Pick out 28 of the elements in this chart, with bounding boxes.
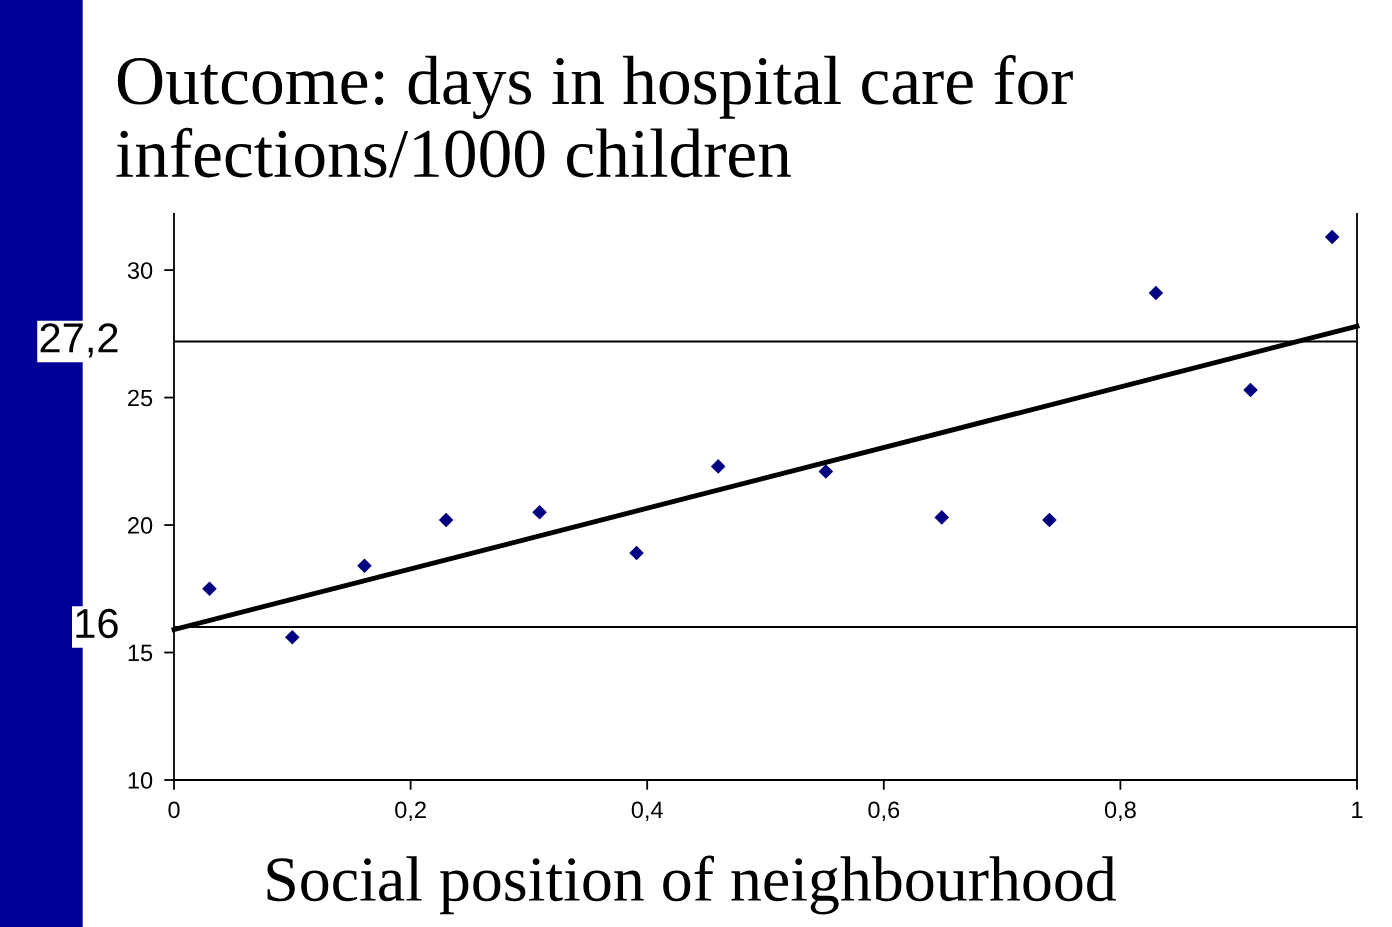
point (934, 510, 950, 525)
point (1042, 512, 1057, 528)
point (629, 545, 644, 561)
y-tick-label: 10 (128, 772, 153, 789)
x-axis-title: Social position of neighbourhood (267, 855, 1116, 915)
ref-line-label: 27,2 (40, 323, 118, 358)
point (1324, 229, 1340, 245)
y-tick-label: 25 (128, 389, 153, 407)
x-tick-label: 0,2 (395, 801, 426, 821)
point (438, 512, 454, 528)
point (710, 459, 726, 474)
y-tick-label: 30 (127, 262, 153, 279)
x-tick-label: 0,8 (1104, 801, 1136, 821)
y-tick-label: 15 (128, 644, 153, 662)
point (285, 629, 300, 645)
x-tick-label: 0,6 (868, 801, 900, 821)
point (818, 464, 834, 479)
y-tick-label: 20 (128, 517, 153, 534)
chart-title: Outcome: days in hospital care for infections/1000 children (116, 55, 1073, 178)
x-tick-label: 1 (1352, 801, 1363, 818)
x-tick-label: 0,4 (631, 801, 663, 821)
point (357, 558, 372, 574)
point (532, 505, 547, 520)
point (1243, 382, 1258, 398)
x-tick-label: 0 (168, 801, 180, 819)
point (1148, 285, 1164, 301)
point (202, 581, 217, 597)
ref-line-label: 16 (76, 608, 118, 639)
